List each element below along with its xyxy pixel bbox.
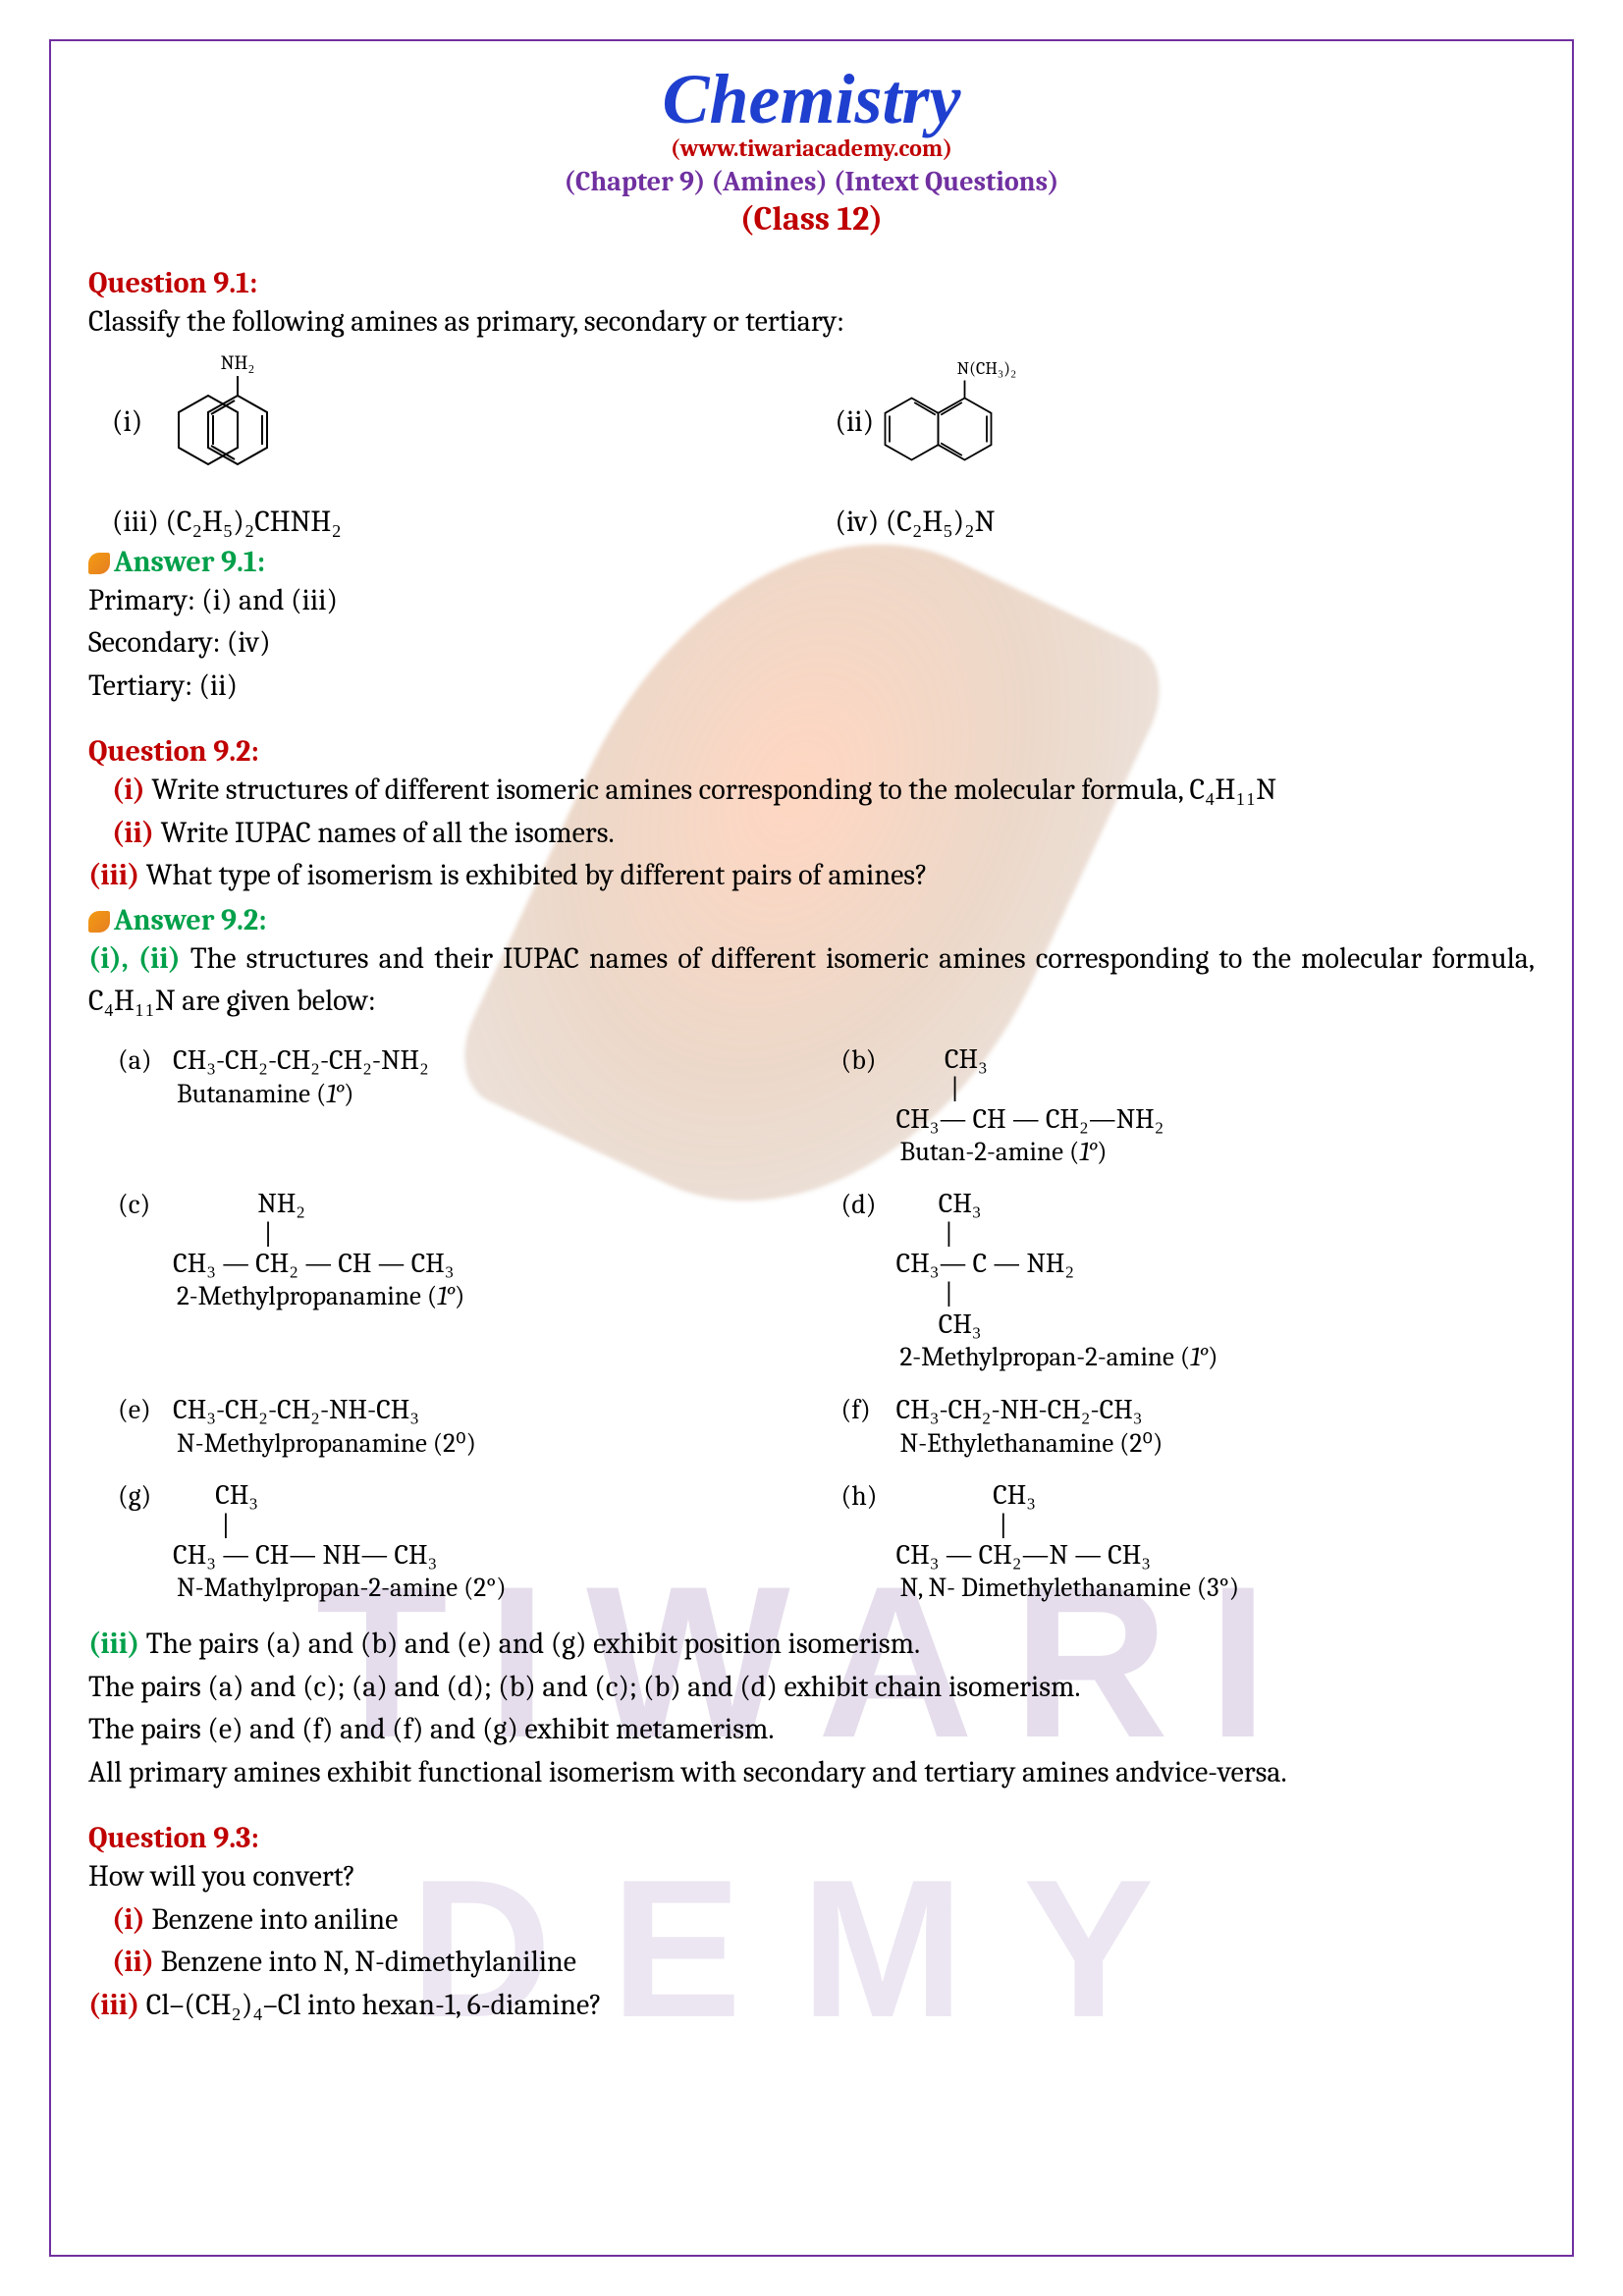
iso-name: 2-Methylpropanamine (1°) — [177, 1281, 812, 1311]
isomer-row: (e) CH₃-CH₂-CH₂-NH-CH₃ N-Methylpropanami… — [88, 1394, 1535, 1459]
answer-line: Primary: (i) and (iii) — [88, 579, 1535, 622]
structure-row: (i) NH₂ (ii) N(CH₃)₂ — [88, 351, 1535, 497]
question-part: (iii) Cl–(CH₂)₄–Cl into hexan-1, 6-diami… — [88, 1984, 1535, 2027]
chapter-label: (Chapter 9) (Amines) (Intext Questions) — [88, 166, 1535, 197]
iso-formula: NH₂ | CH₃ — CH₂ — CH — CH₃ — [173, 1189, 454, 1279]
isomer-row: (g) CH₃ | CH₃ — CH— NH— CH₃ N-Mathylprop… — [88, 1480, 1535, 1603]
substituent-label: N(CH₃)₂ — [956, 358, 1016, 379]
naphthalene-nch32: N(CH₃)₂ — [881, 351, 1057, 497]
iso-label: (b) — [841, 1044, 891, 1076]
iso-label: (d) — [841, 1189, 891, 1220]
answer-line: The pairs (e) and (f) and (f) and (g) ex… — [88, 1708, 1535, 1751]
part-mark: (i) — [112, 1902, 145, 1937]
isomer-row: (a) CH₃-CH₂-CH₂-CH₂-NH₂ Butanamine (1°) … — [88, 1044, 1535, 1167]
iso-formula: CH₃ | CH₃— C — NH₂ | CH₃ — [896, 1189, 1074, 1340]
question-label: Question 9.2: — [88, 734, 1535, 769]
intro-text: The structures and their IUPAC names of … — [88, 941, 1535, 1019]
iso-formula: CH₃-CH₂-NH-CH₂-CH₃ — [896, 1394, 1143, 1426]
iso-name: N, N- Dimethylethanamine (3°) — [900, 1573, 1536, 1603]
iso-formula: CH₃ | CH₃ — CH— NH— CH₃ — [173, 1480, 437, 1571]
part-mark: (iii) — [88, 858, 139, 892]
answer-line: The pairs (a) and (c); (a) and (d); (b) … — [88, 1666, 1535, 1709]
item-i-label: (i) — [112, 404, 142, 439]
page-header: Chemistry (www.tiwariacademy.com) (Chapt… — [88, 59, 1535, 239]
naphthalene-nh2: NH₂ — [149, 351, 326, 497]
answer-line: All primary amines exhibit functional is… — [88, 1751, 1535, 1794]
iso-label: (e) — [118, 1394, 167, 1425]
item-ii-label: (ii) — [836, 404, 875, 439]
isomer-d: (d) CH₃ | CH₃— C — NH₂ | CH₃ 2-Methylpro… — [812, 1189, 1536, 1372]
iso-formula: CH₃ | CH₃— CH — CH₂—NH₂ — [896, 1044, 1164, 1135]
item-iv: (iv) (C₂H₅)₂N — [836, 505, 1536, 539]
iso-label: (h) — [841, 1480, 891, 1512]
isomer-h: (h) CH₃ | CH₃ — CH₂—N — CH₃ N, N- Dimeth… — [812, 1480, 1536, 1603]
part-text: Write IUPAC names of all the isomers. — [154, 816, 615, 850]
page-content: Chemistry (www.tiwariacademy.com) (Chapt… — [88, 59, 1535, 2026]
isomer-f: (f) CH₃-CH₂-NH-CH₂-CH₃ N-Ethylethanamine… — [812, 1394, 1536, 1459]
isomer-e: (e) CH₃-CH₂-CH₂-NH-CH₃ N-Methylpropanami… — [88, 1394, 812, 1459]
question-part: (i) Benzene into aniline — [112, 1898, 1535, 1942]
question-label: Question 9.1: — [88, 266, 1535, 300]
question-part: (iii) What type of isomerism is exhibite… — [88, 854, 1535, 897]
question-part: (ii) Write IUPAC names of all the isomer… — [112, 812, 1535, 855]
iso-name: N-Ethylethanamine (2⁰) — [900, 1428, 1536, 1459]
answer-icon — [88, 553, 110, 574]
answer-intro: (i), (ii) The structures and their IUPAC… — [88, 937, 1535, 1023]
answer-label: Answer 9.2: — [88, 903, 1535, 937]
iso-formula: CH₃-CH₂-CH₂-NH-CH₃ — [173, 1394, 419, 1426]
answer-icon — [88, 911, 110, 933]
answer-label: Answer 9.1: — [88, 545, 1535, 579]
website-url: (www.tiwariacademy.com) — [88, 134, 1535, 162]
intro-mark: (i), (ii) — [88, 941, 181, 976]
question-text: How will you convert? — [88, 1855, 1535, 1898]
answer-label-text: Answer 9.2: — [114, 903, 267, 937]
question-text: Classify the following amines as primary… — [88, 300, 1535, 344]
answer-line: Secondary: (iv) — [88, 621, 1535, 665]
part-mark: (ii) — [112, 816, 154, 850]
answer-line: The pairs (a) and (b) and (e) and (g) ex… — [139, 1627, 920, 1661]
part-mark: (ii) — [112, 1945, 154, 1979]
iso-formula: CH₃ | CH₃ — CH₂—N — CH₃ — [896, 1480, 1151, 1571]
question-label: Question 9.3: — [88, 1821, 1535, 1855]
page-title: Chemistry — [88, 59, 1535, 140]
part-text: Benzene into N, N-dimethylaniline — [154, 1945, 576, 1979]
iso-name: N-Methylpropanamine (2⁰) — [177, 1428, 812, 1459]
answer-label-text: Answer 9.1: — [114, 545, 265, 579]
iso-formula: CH₃-CH₂-CH₂-CH₂-NH₂ — [173, 1044, 429, 1077]
isomer-a: (a) CH₃-CH₂-CH₂-CH₂-NH₂ Butanamine (1°) — [88, 1044, 812, 1167]
iso-name: N-Mathylpropan-2-amine (2°) — [177, 1573, 812, 1603]
iso-name: Butanamine (1°) — [177, 1079, 812, 1109]
iso-label: (a) — [118, 1044, 167, 1076]
iso-name: 2-Methylpropan-2-amine (1°) — [900, 1342, 1536, 1372]
answer-line: Tertiary: (ii) — [88, 665, 1535, 708]
isomer-b: (b) CH₃ | CH₃— CH — CH₂—NH₂ Butan-2-amin… — [812, 1044, 1536, 1167]
answer-iii: (iii) The pairs (a) and (b) and (e) and … — [88, 1623, 1535, 1666]
part-text: Write structures of different isomeric a… — [145, 773, 1276, 807]
iso-label: (g) — [118, 1480, 167, 1512]
iso-label: (c) — [118, 1189, 167, 1220]
question-part: (ii) Benzene into N, N-dimethylaniline — [112, 1941, 1535, 1984]
structure-i: (i) NH₂ — [88, 351, 812, 497]
isomer-g: (g) CH₃ | CH₃ — CH— NH— CH₃ N-Mathylprop… — [88, 1480, 812, 1603]
part-text: Benzene into aniline — [145, 1902, 399, 1937]
substituent-label: NH₂ — [220, 351, 254, 374]
part-text: What type of isomerism is exhibited by d… — [139, 858, 928, 892]
structure-ii: (ii) N(CH₃)₂ — [812, 351, 1536, 497]
isomer-c: (c) NH₂ | CH₃ — CH₂ — CH — CH₃ 2-Methylp… — [88, 1189, 812, 1372]
item-iii: (iii) (C₂H₅)₂CHNH₂ — [112, 505, 812, 539]
part-mark: (i) — [112, 773, 145, 807]
isomer-row: (c) NH₂ | CH₃ — CH₂ — CH — CH₃ 2-Methylp… — [88, 1189, 1535, 1372]
part-mark: (iii) — [88, 1627, 139, 1661]
class-label: (Class 12) — [88, 199, 1535, 239]
formula-row: (iii) (C₂H₅)₂CHNH₂ (iv) (C₂H₅)₂N — [88, 505, 1535, 539]
iso-label: (f) — [841, 1394, 891, 1425]
part-mark: (iii) — [88, 1988, 139, 2022]
iso-name: Butan-2-amine (1°) — [900, 1137, 1536, 1167]
part-text: Cl–(CH₂)₄–Cl into hexan-1, 6-diamine? — [139, 1988, 602, 2022]
question-part: (i) Write structures of different isomer… — [112, 769, 1535, 812]
